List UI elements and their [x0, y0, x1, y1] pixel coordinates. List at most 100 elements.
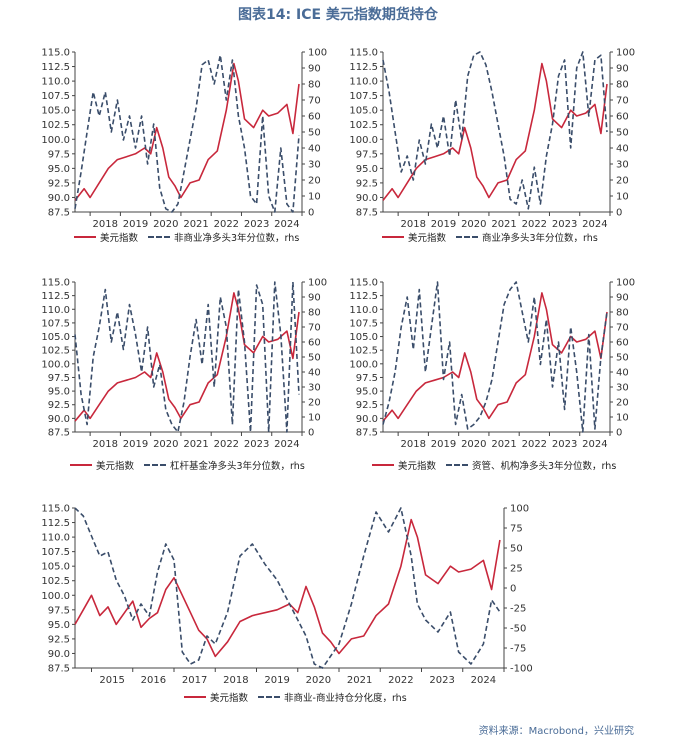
- x-tick-label: 2018: [401, 439, 426, 450]
- right-tick-label: 10: [616, 413, 629, 424]
- left-tick-label: 107.5: [41, 547, 70, 558]
- right-tick-label: 0: [308, 428, 314, 439]
- left-tick-label: 95.0: [356, 164, 378, 175]
- left-tick-label: 97.5: [356, 373, 378, 384]
- right-tick-label: 50: [308, 128, 321, 139]
- figure-title: 图表14: ICE 美元指数期货持仓: [238, 7, 438, 23]
- right-tick-label: 0: [510, 584, 516, 595]
- left-tick-label: 115.0: [349, 278, 378, 289]
- left-tick-label: 90.0: [48, 414, 70, 425]
- left-tick-label: 102.5: [349, 120, 378, 131]
- left-tick-label: 102.5: [41, 576, 70, 587]
- x-tick-label: 2020: [461, 439, 486, 450]
- x-tick-label: 2022: [214, 439, 239, 450]
- x-tick-label: 2024: [274, 219, 299, 230]
- chart-asset-managers-legend: 美元指数 资管、机构净多头3年分位数，rhs: [372, 458, 616, 472]
- x-tick-label: 2022: [522, 439, 547, 450]
- x-tick-label: 2022: [522, 219, 547, 230]
- chart-leveraged-funds: 87.5 90.0 92.5 95.0 97.5 100.0 102.5 105.0 107.5…: [30, 274, 330, 484]
- usd-index-line: [382, 62, 608, 201]
- right-tick-label: 40: [308, 144, 321, 155]
- left-tick-label: 100.0: [41, 591, 70, 602]
- x-tick-label: 2022: [388, 675, 413, 686]
- legend-usd-label: 美元指数: [100, 233, 139, 244]
- right-tick-label: 60: [616, 112, 629, 123]
- x-tick-label: 2016: [141, 675, 166, 686]
- left-tick-label: 100.0: [41, 359, 70, 370]
- x-tick-label: 2015: [99, 675, 124, 686]
- position-percentile-line: [74, 54, 300, 213]
- chart-noncommercial-svg: 87.5 90.0 92.5 95.0 97.5 100.0 102.5 105.0 107.5…: [41, 48, 327, 231]
- left-tick-label: 97.5: [48, 149, 70, 160]
- left-tick-label: 112.5: [41, 291, 70, 302]
- chart-commercial-legend: 美元指数 商业净多头3年分位数，rhs: [382, 230, 598, 244]
- left-tick-label: 110.0: [349, 305, 378, 316]
- legend-usd-swatch: [372, 464, 394, 466]
- right-tick-label: 60: [616, 338, 629, 349]
- left-tick-label: 105.0: [349, 106, 378, 117]
- usd-index-line: [74, 292, 300, 422]
- chart-commercial-svg: 87.5 90.0 92.5 95.0 97.5 100.0 102.5 105.0 107.5…: [349, 48, 635, 231]
- left-tick-label: 100.0: [349, 359, 378, 370]
- x-tick-label: 2019: [123, 439, 148, 450]
- left-tick-label: 102.5: [349, 346, 378, 357]
- legend-usd-label: 美元指数: [96, 461, 135, 472]
- legend-position-swatch: [148, 236, 171, 238]
- right-tick-label: 70: [616, 323, 629, 334]
- legend-position-swatch: [446, 464, 469, 466]
- right-tick-label: 40: [616, 368, 629, 379]
- left-tick-label: 107.5: [349, 318, 378, 329]
- legend-usd-label: 美元指数: [408, 233, 447, 244]
- right-tick-label: -100: [510, 664, 533, 675]
- x-tick-label: 2021: [183, 219, 208, 230]
- right-tick-label: 90: [616, 64, 629, 75]
- legend-usd-swatch: [70, 464, 92, 466]
- x-tick-label: 2017: [182, 675, 207, 686]
- left-tick-label: 97.5: [48, 373, 70, 384]
- left-tick-label: 87.5: [48, 428, 70, 439]
- usd-index-line: [74, 62, 300, 201]
- x-tick-label: 2024: [274, 439, 299, 450]
- right-tick-label: 0: [308, 208, 314, 219]
- left-tick-label: 112.5: [349, 62, 378, 73]
- position-percentile-line: [74, 507, 501, 669]
- x-tick-label: 2019: [431, 219, 456, 230]
- legend-position-swatch: [144, 464, 167, 466]
- left-tick-label: 87.5: [48, 208, 70, 219]
- left-tick-label: 102.5: [41, 120, 70, 131]
- left-tick-label: 100.0: [41, 135, 70, 146]
- position-percentile-line: [382, 51, 608, 210]
- right-tick-label: 70: [308, 96, 321, 107]
- chart-commercial: 87.5 90.0 92.5 95.0 97.5 100.0 102.5 105.0 107.5…: [338, 44, 638, 274]
- left-tick-label: 105.0: [41, 332, 70, 343]
- x-tick-label: 2019: [264, 675, 289, 686]
- legend-usd-label: 美元指数: [210, 693, 249, 704]
- left-tick-label: 110.0: [41, 77, 70, 88]
- right-tick-label: 40: [616, 144, 629, 155]
- left-tick-label: 92.5: [356, 178, 378, 189]
- legend-position-label: 杠杆基金净多头3年分位数，rhs: [170, 461, 305, 472]
- right-tick-label: 50: [510, 544, 523, 555]
- x-tick-label: 2018: [93, 219, 118, 230]
- legend-usd-swatch: [382, 236, 404, 238]
- left-tick-label: 92.5: [48, 178, 70, 189]
- x-tick-label: 2023: [552, 439, 577, 450]
- x-tick-label: 2024: [582, 219, 607, 230]
- legend-position-label: 资管、机构净多头3年分位数，rhs: [472, 461, 617, 472]
- left-tick-label: 90.0: [356, 414, 378, 425]
- left-tick-label: 112.5: [349, 291, 378, 302]
- x-tick-label: 2021: [491, 219, 516, 230]
- chart-leveraged-funds-legend: 美元指数 杠杆基金净多头3年分位数，rhs: [70, 458, 305, 472]
- left-tick-label: 105.0: [349, 332, 378, 343]
- left-tick-label: 92.5: [356, 400, 378, 411]
- right-tick-label: 90: [308, 293, 321, 304]
- legend-usd-label: 美元指数: [398, 461, 437, 472]
- left-tick-label: 97.5: [356, 149, 378, 160]
- x-tick-label: 2023: [244, 439, 269, 450]
- x-tick-label: 2023: [429, 675, 454, 686]
- left-tick-label: 92.5: [48, 400, 70, 411]
- left-tick-label: 102.5: [41, 346, 70, 357]
- right-tick-label: 10: [308, 192, 321, 203]
- right-tick-label: -25: [510, 604, 526, 615]
- chart-leveraged-funds-svg: 87.5 90.0 92.5 95.0 97.5 100.0 102.5 105.0 107.5…: [41, 278, 327, 451]
